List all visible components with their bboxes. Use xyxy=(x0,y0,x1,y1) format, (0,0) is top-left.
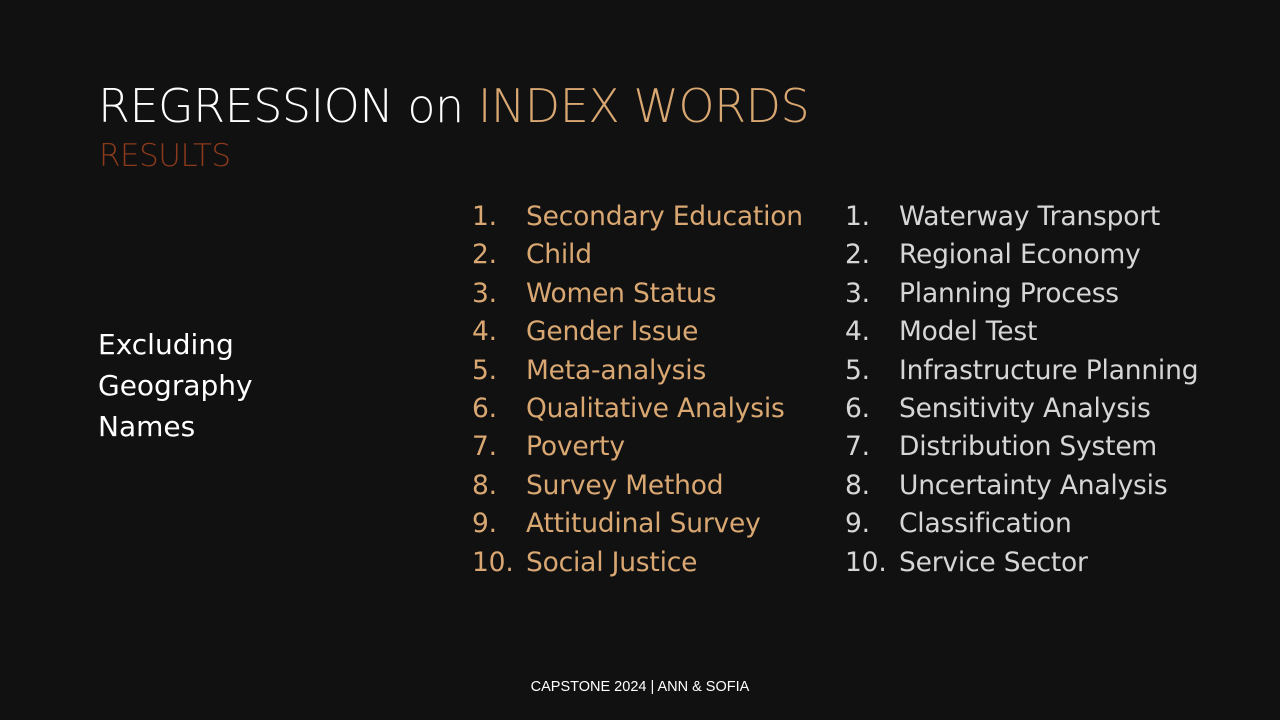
list-item: 1. Waterway Transport xyxy=(845,198,1198,236)
item-number: 7. xyxy=(472,431,497,463)
list-item: 8. Uncertainty Analysis xyxy=(845,467,1198,505)
list-item: 2. Regional Economy xyxy=(845,236,1198,274)
item-number: 8. xyxy=(845,469,870,501)
slide-footer: CAPSTONE 2024 | ANN & SOFIA xyxy=(530,679,750,695)
item-label: Regional Economy xyxy=(899,239,1141,271)
list-item: 5. Infrastructure Planning xyxy=(845,352,1199,390)
list-item: 2. Child xyxy=(472,236,803,274)
list-item: 9. Attitudinal Survey xyxy=(472,505,803,543)
item-number: 9. xyxy=(472,508,497,540)
list-item: 3. Planning Process xyxy=(845,275,1198,313)
item-label: Distribution System xyxy=(899,431,1158,463)
list-item: 6. Sensitivity Analysis xyxy=(845,390,1198,428)
item-label: Classification xyxy=(899,508,1072,540)
item-number: 7. xyxy=(845,431,870,463)
list-item: 9. Classification xyxy=(845,505,1198,543)
item-label: Survey Method xyxy=(526,469,724,501)
item-number: 9. xyxy=(845,508,870,540)
list-item: 5. Meta-analysis xyxy=(472,352,803,390)
title-part-regression: REGRESSION on xyxy=(98,79,478,133)
item-label: Infrastructure Planning xyxy=(899,354,1199,386)
item-label: Service Sector xyxy=(899,546,1088,578)
list-item: 7. Poverty xyxy=(472,428,803,466)
item-label: Secondary Education xyxy=(526,201,803,232)
item-label: Attitudinal Survey xyxy=(526,508,761,540)
slide-subtitle: RESULTS xyxy=(99,138,231,174)
title-part-index-words: INDEX WORDS xyxy=(477,79,810,133)
item-number: 6. xyxy=(472,392,497,424)
item-label: Social Justice xyxy=(526,546,698,578)
slide-title: REGRESSION on INDEX WORDS xyxy=(98,74,810,138)
list-item: 8. Survey Method xyxy=(472,467,803,505)
list-item: 10. Service Sector xyxy=(845,544,1198,582)
item-number: 1. xyxy=(472,201,497,232)
item-number: 1. xyxy=(845,201,870,232)
item-number: 2. xyxy=(472,239,497,271)
list-item: 6. Qualitative Analysis xyxy=(472,390,803,428)
item-number: 3. xyxy=(845,277,870,309)
item-label: Child xyxy=(526,239,592,271)
list-item: 10. Social Justice xyxy=(472,544,803,582)
item-number: 6. xyxy=(845,392,870,424)
list-item: 4. Model Test xyxy=(845,313,1198,351)
item-label: Meta-analysis xyxy=(526,354,707,386)
item-number: 3. xyxy=(472,277,497,309)
item-label: Uncertainty Analysis xyxy=(899,469,1168,501)
item-label: Model Test xyxy=(899,316,1038,348)
right-index-list: 1. Waterway Transport 2. Regional Economy … xyxy=(845,198,1199,582)
item-number: 8. xyxy=(472,469,497,501)
item-number: 4. xyxy=(472,316,497,348)
item-label: Qualitative Analysis xyxy=(526,392,785,424)
item-label: Planning Process xyxy=(899,277,1119,309)
list-item: 4. Gender Issue xyxy=(472,313,803,351)
item-label: Waterway Transport xyxy=(899,201,1161,232)
item-label: Sensitivity Analysis xyxy=(899,392,1151,424)
left-index-list: 1. Secondary Education 2. Child 3. Women St… xyxy=(472,198,803,582)
side-note: Excluding Geography Names xyxy=(98,328,253,443)
item-number: 2. xyxy=(845,239,870,271)
list-item: 1. Secondary Education xyxy=(472,198,803,236)
item-number: 5. xyxy=(472,354,497,386)
item-label: Gender Issue xyxy=(526,316,699,348)
item-number: 10. xyxy=(845,546,887,578)
list-item: 3. Women Status xyxy=(472,275,803,313)
item-label: Poverty xyxy=(526,431,625,463)
item-number: 4. xyxy=(845,316,870,348)
item-number: 5. xyxy=(845,354,870,386)
list-item: 7. Distribution System xyxy=(845,428,1198,466)
item-label: Women Status xyxy=(526,277,717,309)
item-number: 10. xyxy=(472,546,514,578)
